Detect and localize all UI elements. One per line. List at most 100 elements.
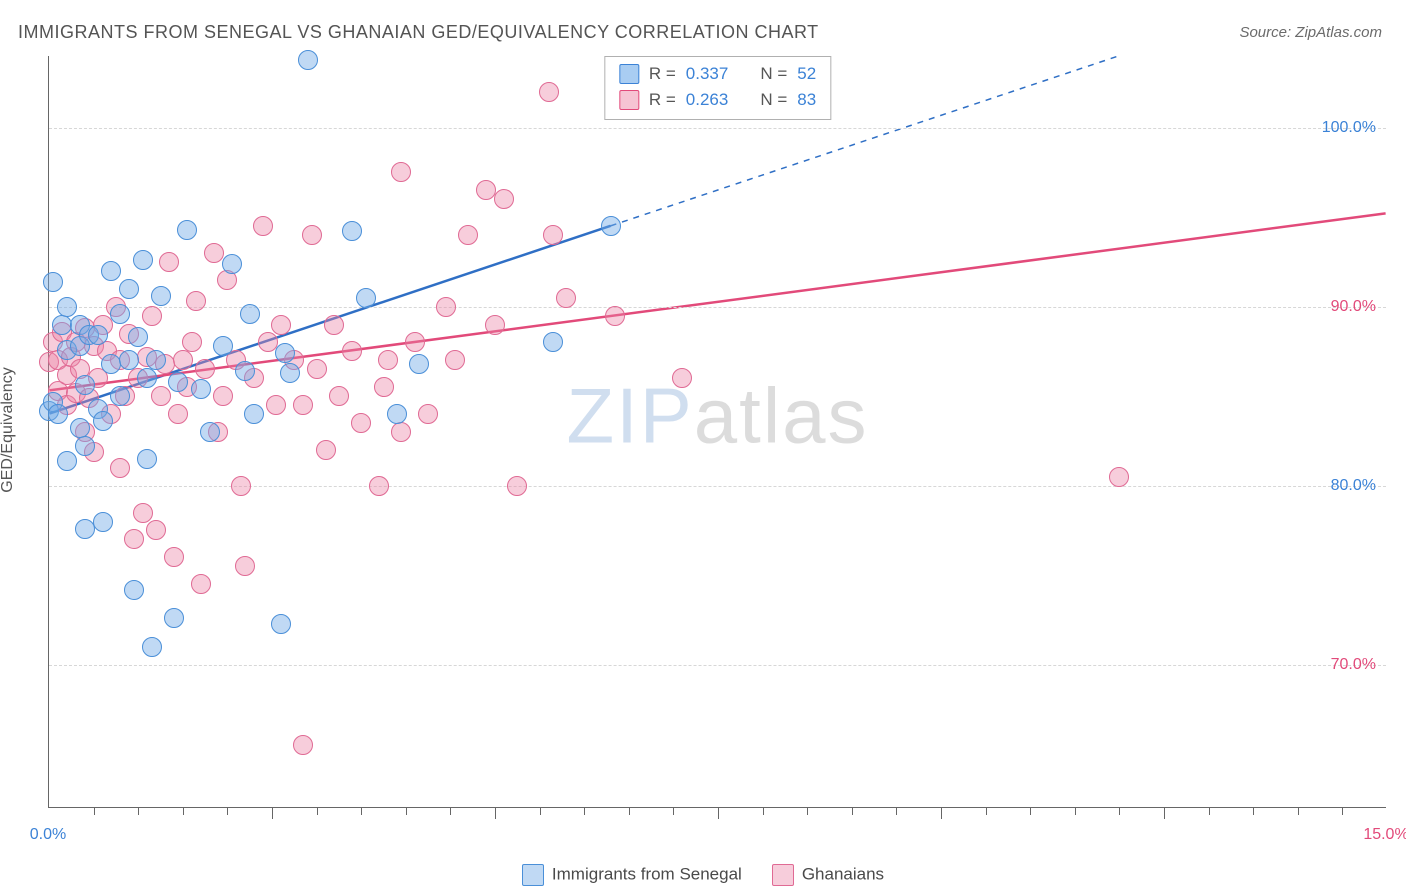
- x-tick-minor: [807, 807, 808, 815]
- scatter-point: [168, 372, 188, 392]
- scatter-point: [177, 220, 197, 240]
- stats-r-value: 0.337: [686, 61, 729, 87]
- x-tick-minor: [317, 807, 318, 815]
- scatter-point: [146, 520, 166, 540]
- scatter-point: [324, 315, 344, 335]
- stats-n-label: N =: [760, 87, 787, 113]
- scatter-point: [271, 614, 291, 634]
- scatter-point: [405, 332, 425, 352]
- x-tick-minor: [1075, 807, 1076, 815]
- scatter-point: [275, 343, 295, 363]
- x-tick-minor: [986, 807, 987, 815]
- scatter-point: [128, 327, 148, 347]
- x-tick-label: 0.0%: [30, 826, 66, 844]
- scatter-point: [191, 379, 211, 399]
- scatter-point: [110, 458, 130, 478]
- scatter-point: [605, 306, 625, 326]
- scatter-point: [182, 332, 202, 352]
- stats-n-value: 83: [797, 87, 816, 113]
- x-tick-minor: [540, 807, 541, 815]
- stats-legend-box: R =0.337N =52R =0.263N =83: [604, 56, 831, 120]
- scatter-point: [391, 162, 411, 182]
- scatter-point: [159, 252, 179, 272]
- x-tick-major: [495, 807, 496, 819]
- x-tick-minor: [673, 807, 674, 815]
- x-tick-major: [941, 807, 942, 819]
- x-tick-minor: [450, 807, 451, 815]
- plot-area: ZIPatlas R =0.337N =52R =0.263N =83 70.0…: [48, 56, 1386, 808]
- stats-r-label: R =: [649, 87, 676, 113]
- scatter-point: [445, 350, 465, 370]
- chart-title: IMMIGRANTS FROM SENEGAL VS GHANAIAN GED/…: [18, 22, 819, 43]
- y-tick-label: 90.0%: [1331, 298, 1376, 316]
- scatter-point: [213, 336, 233, 356]
- x-tick-minor: [852, 807, 853, 815]
- scatter-point: [173, 350, 193, 370]
- scatter-point: [280, 363, 300, 383]
- scatter-point: [137, 449, 157, 469]
- scatter-point: [342, 341, 362, 361]
- x-tick-minor: [1030, 807, 1031, 815]
- scatter-point: [168, 404, 188, 424]
- x-tick-major: [718, 807, 719, 819]
- scatter-point: [342, 221, 362, 241]
- x-tick-minor: [763, 807, 764, 815]
- x-tick-minor: [1298, 807, 1299, 815]
- scatter-point: [253, 216, 273, 236]
- scatter-point: [164, 608, 184, 628]
- scatter-point: [543, 332, 563, 352]
- scatter-point: [485, 315, 505, 335]
- scatter-point: [378, 350, 398, 370]
- scatter-point: [43, 272, 63, 292]
- scatter-point: [101, 261, 121, 281]
- scatter-point: [75, 436, 95, 456]
- x-tick-minor: [896, 807, 897, 815]
- scatter-point: [244, 404, 264, 424]
- scatter-point: [200, 422, 220, 442]
- scatter-point: [672, 368, 692, 388]
- scatter-point: [142, 306, 162, 326]
- scatter-point: [601, 216, 621, 236]
- series-legend: Immigrants from Senegal Ghanaians: [0, 864, 1406, 886]
- legend-swatch-ghanaians: [772, 864, 794, 886]
- stats-n-label: N =: [760, 61, 787, 87]
- scatter-point: [235, 556, 255, 576]
- y-axis-label: GED/Equivalency: [0, 367, 17, 492]
- scatter-point: [124, 529, 144, 549]
- scatter-point: [75, 375, 95, 395]
- x-tick-minor: [1253, 807, 1254, 815]
- legend-swatch-senegal: [522, 864, 544, 886]
- scatter-point: [351, 413, 371, 433]
- scatter-point: [436, 297, 456, 317]
- scatter-point: [539, 82, 559, 102]
- x-tick-minor: [227, 807, 228, 815]
- scatter-point: [142, 637, 162, 657]
- scatter-point: [119, 350, 139, 370]
- x-tick-minor: [1209, 807, 1210, 815]
- scatter-point: [151, 386, 171, 406]
- scatter-point: [93, 512, 113, 532]
- source-label: Source: ZipAtlas.com: [1239, 24, 1382, 41]
- scatter-point: [146, 350, 166, 370]
- scatter-point: [1109, 467, 1129, 487]
- x-tick-minor: [94, 807, 95, 815]
- scatter-point: [409, 354, 429, 374]
- x-tick-minor: [1342, 807, 1343, 815]
- scatter-point: [556, 288, 576, 308]
- scatter-point: [195, 359, 215, 379]
- scatter-point: [458, 225, 478, 245]
- scatter-point: [119, 279, 139, 299]
- x-tick-minor: [138, 807, 139, 815]
- scatter-point: [204, 243, 224, 263]
- scatter-point: [137, 368, 157, 388]
- stats-r-label: R =: [649, 61, 676, 87]
- scatter-point: [316, 440, 336, 460]
- scatter-point: [293, 395, 313, 415]
- scatter-point: [302, 225, 322, 245]
- x-tick-major: [1164, 807, 1165, 819]
- scatter-point: [124, 580, 144, 600]
- scatter-point: [298, 50, 318, 70]
- watermark: ZIPatlas: [566, 371, 868, 462]
- x-tick-minor: [183, 807, 184, 815]
- scatter-point: [93, 411, 113, 431]
